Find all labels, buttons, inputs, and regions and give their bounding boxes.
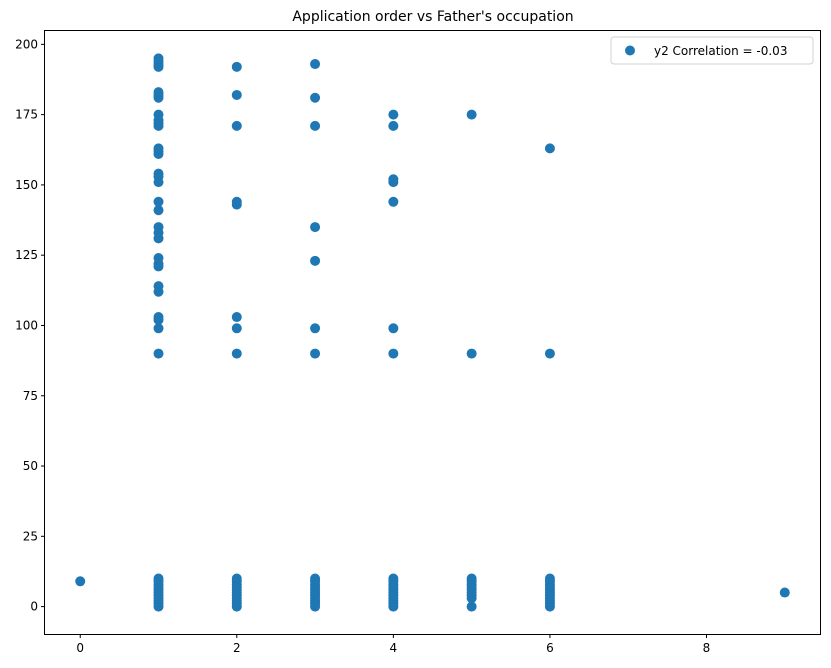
legend-label: y2 Correlation = -0.03 <box>654 44 787 58</box>
data-point <box>779 587 790 598</box>
data-point <box>153 312 164 323</box>
plot-area-frame <box>44 30 821 635</box>
data-point <box>466 573 477 584</box>
data-point <box>388 174 399 185</box>
data-point <box>388 120 399 131</box>
data-point <box>153 143 164 154</box>
data-points <box>75 53 790 612</box>
y-tick-label: 125 <box>15 248 38 262</box>
x-tick-label: 4 <box>390 641 398 655</box>
data-point <box>153 253 164 264</box>
axis-ticks: 0 2 4 6 8 0 25 50 75 100 125 150 175 200 <box>15 37 710 655</box>
x-tick-label: 0 <box>76 641 84 655</box>
data-point <box>153 168 164 179</box>
data-point <box>310 120 321 131</box>
data-point <box>310 92 321 103</box>
data-point <box>231 312 242 323</box>
data-point <box>153 53 164 64</box>
data-point <box>310 222 321 233</box>
data-point <box>153 348 164 359</box>
x-tick-label: 2 <box>233 641 241 655</box>
data-point <box>231 89 242 100</box>
data-point <box>153 222 164 233</box>
data-point <box>231 348 242 359</box>
data-point <box>544 348 555 359</box>
y-tick-label: 175 <box>15 108 38 122</box>
data-point <box>231 120 242 131</box>
x-tick-label: 6 <box>546 641 554 655</box>
y-tick-label: 100 <box>15 318 38 332</box>
data-point <box>544 143 555 154</box>
data-point <box>153 87 164 98</box>
data-point <box>231 573 242 584</box>
data-point <box>153 196 164 207</box>
legend-marker <box>625 45 635 56</box>
data-point <box>231 196 242 207</box>
y-tick-label: 75 <box>23 389 38 403</box>
data-point <box>544 573 555 584</box>
data-point <box>388 323 399 334</box>
data-point <box>388 348 399 359</box>
data-point <box>231 61 242 72</box>
data-point <box>466 348 477 359</box>
y-tick-label: 150 <box>15 178 38 192</box>
data-point <box>466 601 477 612</box>
data-point <box>153 573 164 584</box>
legend-box <box>610 36 814 65</box>
data-point <box>153 109 164 120</box>
data-point <box>310 323 321 334</box>
chart-title: Application order vs Father's occupation <box>292 9 573 25</box>
data-point <box>388 109 399 120</box>
data-point <box>153 205 164 216</box>
data-point <box>388 196 399 207</box>
y-tick-label: 200 <box>15 37 38 51</box>
data-point <box>231 323 242 334</box>
data-point <box>310 255 321 266</box>
data-point <box>310 348 321 359</box>
y-tick-label: 50 <box>23 459 38 473</box>
data-point <box>75 576 86 587</box>
data-point <box>388 573 399 584</box>
y-tick-label: 0 <box>30 600 38 614</box>
data-point <box>310 573 321 584</box>
data-point <box>466 109 477 120</box>
data-point <box>310 59 321 70</box>
data-point <box>153 281 164 292</box>
data-point <box>153 323 164 334</box>
legend: y2 Correlation = -0.03 <box>610 36 814 65</box>
x-tick-label: 8 <box>703 641 711 655</box>
y-tick-label: 25 <box>23 529 38 543</box>
